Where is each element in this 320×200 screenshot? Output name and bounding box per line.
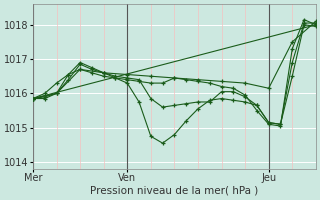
X-axis label: Pression niveau de la mer( hPa ): Pression niveau de la mer( hPa ) bbox=[90, 186, 259, 196]
